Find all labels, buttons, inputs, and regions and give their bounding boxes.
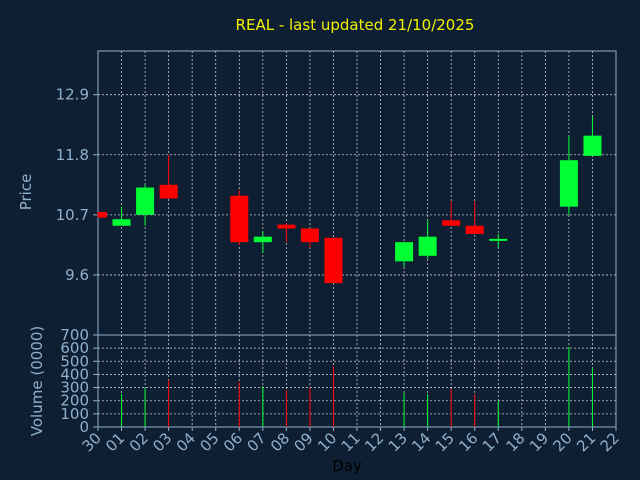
candle-body — [300, 228, 319, 243]
chart-title: REAL - last updated 21/10/2025 — [236, 16, 475, 34]
price-tick-label: 11.8 — [56, 146, 89, 164]
candle-body — [324, 237, 343, 284]
volume-tick-label: 400 — [60, 365, 89, 383]
candle-body — [253, 236, 272, 243]
price-tick-label: 12.9 — [56, 86, 89, 104]
x-tick-label: 16 — [455, 429, 481, 455]
x-tick-label: 01 — [102, 429, 128, 455]
volume-axis-label: Volume (0000) — [28, 326, 46, 436]
candle-body — [442, 220, 461, 226]
x-tick-label: 21 — [573, 429, 599, 455]
candle-body — [136, 187, 155, 215]
volume-gridlines — [98, 335, 616, 427]
volume-tick-label: 200 — [60, 392, 89, 410]
x-tick-label: 05 — [196, 429, 222, 455]
candle-body — [112, 219, 131, 226]
x-tick-label: 04 — [173, 429, 199, 455]
volume-tick-label: 600 — [60, 339, 89, 357]
x-tick-label: 19 — [526, 429, 552, 455]
x-tick-label: 09 — [291, 429, 317, 455]
candle-body — [98, 212, 107, 218]
x-tick-label: 03 — [149, 429, 175, 455]
x-tick-label: 06 — [220, 429, 246, 455]
x-tick-label: 13 — [385, 429, 411, 455]
price-tick-labels: 9.6 10.7 11.8 12.9 — [56, 86, 98, 284]
x-tick-label: 12 — [361, 429, 387, 455]
x-tick-label: 20 — [550, 429, 576, 455]
candle-body — [418, 236, 437, 256]
x-tick-label: 02 — [126, 429, 152, 455]
x-tick-label: 15 — [432, 429, 458, 455]
candle-body — [489, 238, 508, 241]
candle-body — [395, 242, 414, 262]
candle-body — [559, 160, 578, 207]
candle-body — [159, 184, 178, 199]
price-tick-label: 9.6 — [65, 266, 89, 284]
x-tick-labels: 3001020304050607080910111213141516171819… — [79, 427, 623, 455]
x-tick-label: 17 — [479, 429, 505, 455]
volume-tick-label: 0 — [79, 418, 89, 436]
x-tick-label: 11 — [338, 429, 364, 455]
price-tick-label: 10.7 — [56, 206, 89, 224]
volume-tick-label: 700 — [60, 326, 89, 344]
x-tick-label: 22 — [597, 429, 623, 455]
candle-body — [277, 224, 296, 229]
x-tick-label: 10 — [314, 429, 340, 455]
candlestick-series — [97, 116, 602, 284]
candle-body — [583, 135, 602, 156]
candle-body — [465, 225, 484, 234]
volume-tick-label: 300 — [60, 379, 89, 397]
volume-tick-label: 100 — [60, 405, 89, 423]
volume-bars — [121, 346, 593, 427]
volume-tick-label: 500 — [60, 352, 89, 370]
x-tick-label: 07 — [243, 429, 269, 455]
x-tick-label: 18 — [502, 429, 528, 455]
x-axis-label: Day — [332, 457, 362, 475]
candle-body — [230, 195, 249, 243]
x-tick-label: 14 — [408, 429, 434, 455]
price-axis-label: Price — [17, 174, 35, 211]
x-tick-label: 08 — [267, 429, 293, 455]
